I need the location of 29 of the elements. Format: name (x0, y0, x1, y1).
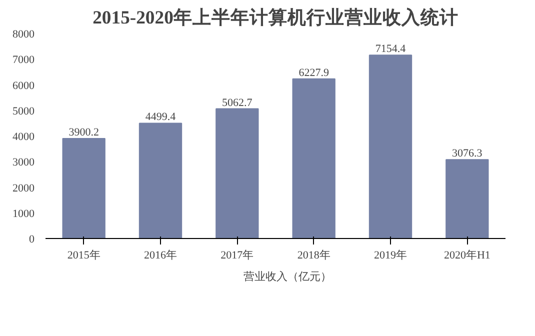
y-tick-label: 7000 (12, 54, 35, 66)
y-tick-label: 8000 (12, 28, 35, 40)
y-tick-label: 5000 (12, 105, 35, 118)
data-label: 4499.4 (145, 111, 176, 124)
x-tick-label: 2017年 (220, 250, 254, 262)
y-tick-label: 6000 (12, 80, 35, 92)
x-tick-label: 2020年H1 (444, 250, 490, 262)
y-tick-label: 2000 (12, 182, 35, 194)
data-label: 3076.3 (452, 148, 483, 160)
y-tick-label: 0 (29, 234, 35, 246)
bar (138, 122, 182, 238)
bar (292, 78, 336, 238)
x-tick-label: 2019年 (374, 250, 407, 262)
data-label: 6227.9 (298, 66, 330, 79)
data-label: 7154.4 (375, 43, 406, 56)
y-tick-label: 4000 (12, 131, 35, 143)
bar (368, 54, 412, 238)
y-tick-label: 3000 (12, 156, 35, 169)
data-label: 5062.7 (222, 96, 253, 109)
text: 营业收入（亿元） (244, 270, 332, 284)
y-tick-label: 1000 (12, 208, 35, 220)
x-tick-label: 2015年 (67, 250, 100, 262)
bar (446, 159, 489, 238)
x-tick-label: 2018年 (297, 250, 330, 262)
x-tick-label: 2016年 (144, 250, 177, 262)
data-label: 3900.2 (68, 126, 99, 139)
bar (62, 138, 106, 238)
chart-title: 2015-2020年上半年计算机行业营业收入统计 (92, 6, 458, 28)
bar (216, 108, 259, 238)
